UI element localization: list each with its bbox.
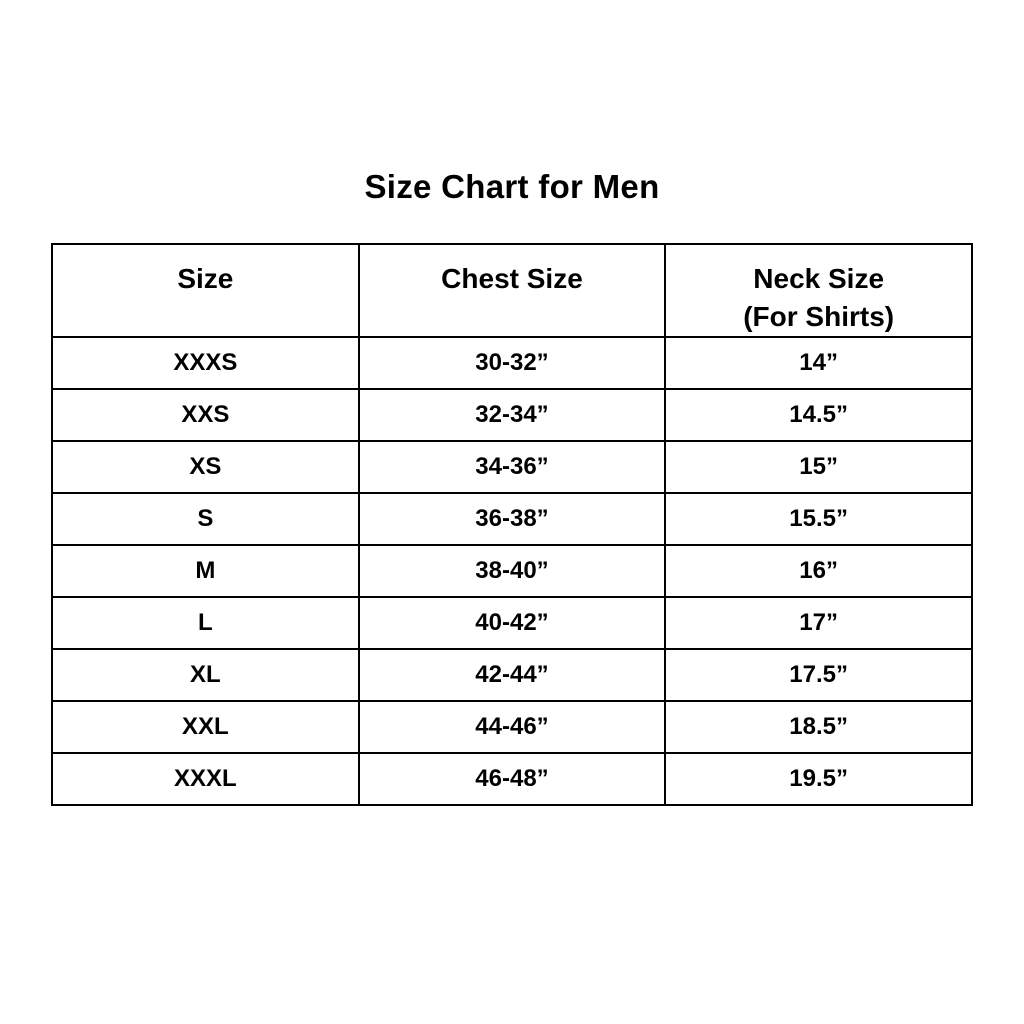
column-header-neck-size-label: Neck Size [753,263,885,294]
cell-chest-size: 40-42” [357,595,667,650]
cell-neck-size: 18.5” [664,699,973,754]
cell-chest-size: 30-32” [357,335,667,390]
cell-neck-size: 15” [664,439,973,494]
cell-neck-size: 14.5” [664,387,973,442]
cell-neck-size: 14” [664,335,973,390]
cell-neck-size: 16” [664,543,973,598]
cell-size: XS [51,439,360,494]
cell-size: XXS [51,387,360,442]
cell-size: XXXL [51,751,360,806]
cell-neck-size: 17.5” [664,647,973,702]
cell-chest-size: 36-38” [357,491,667,546]
size-chart-table: Size Chest Size Neck Size (For Shirts) X… [51,243,973,806]
column-header-chest-size-label: Chest Size [441,263,583,294]
table-row: L 40-42” 17” [51,595,973,650]
table-row: S 36-38” 15.5” [51,491,973,546]
size-chart-table-body: XXXS 30-32” 14” XXS 32-34” 14.5” XS 34-3… [51,335,973,806]
table-row: XXS 32-34” 14.5” [51,387,973,442]
cell-chest-size: 38-40” [357,543,667,598]
cell-neck-size: 17” [664,595,973,650]
cell-size: XL [51,647,360,702]
cell-size: L [51,595,360,650]
column-header-size: Size [51,243,360,338]
table-row: XL 42-44” 17.5” [51,647,973,702]
table-row: XS 34-36” 15” [51,439,973,494]
cell-chest-size: 42-44” [357,647,667,702]
table-row: XXL 44-46” 18.5” [51,699,973,754]
cell-size: S [51,491,360,546]
cell-chest-size: 34-36” [357,439,667,494]
table-row: M 38-40” 16” [51,543,973,598]
table-row: XXXL 46-48” 19.5” [51,751,973,806]
cell-size: XXXS [51,335,360,390]
cell-chest-size: 46-48” [357,751,667,806]
cell-chest-size: 32-34” [357,387,667,442]
column-header-neck-size: Neck Size (For Shirts) [664,243,973,338]
page-title: Size Chart for Men [364,168,660,205]
column-header-chest-size: Chest Size [357,243,667,338]
cell-size: XXL [51,699,360,754]
size-chart-table-head: Size Chest Size Neck Size (For Shirts) [51,243,973,338]
cell-chest-size: 44-46” [357,699,667,754]
cell-size: M [51,543,360,598]
cell-neck-size: 19.5” [664,751,973,806]
column-header-neck-size-sublabel: (For Shirts) [743,300,895,332]
column-header-size-label: Size [177,263,234,294]
header-row: Size Chest Size Neck Size (For Shirts) [51,243,973,338]
cell-neck-size: 15.5” [664,491,973,546]
table-row: XXXS 30-32” 14” [51,335,973,390]
